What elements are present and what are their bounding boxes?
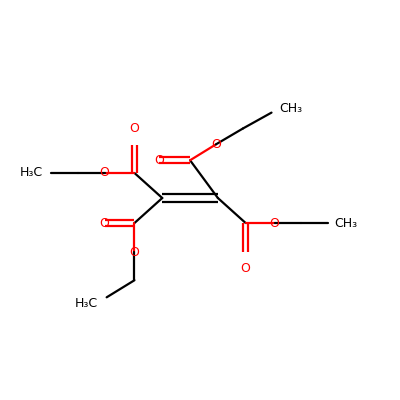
Text: O: O [100, 166, 110, 180]
Text: CH₃: CH₃ [280, 102, 302, 115]
Text: CH₃: CH₃ [334, 216, 357, 230]
Text: O: O [100, 216, 110, 230]
Text: O: O [154, 154, 164, 167]
Text: O: O [211, 138, 221, 151]
Text: O: O [270, 216, 280, 230]
Text: O: O [130, 122, 139, 135]
Text: H₃C: H₃C [20, 166, 43, 180]
Text: O: O [241, 262, 251, 275]
Text: H₃C: H₃C [74, 297, 98, 310]
Text: O: O [130, 246, 139, 259]
